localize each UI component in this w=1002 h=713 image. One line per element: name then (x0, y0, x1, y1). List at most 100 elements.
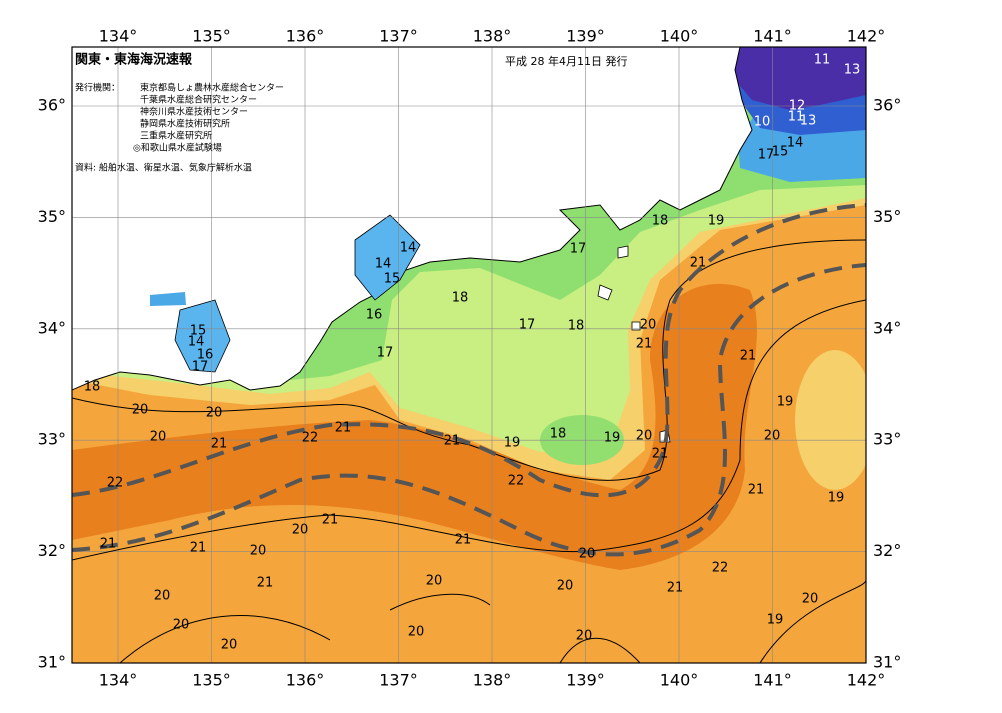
contour-label: 10 (754, 115, 771, 130)
lon-label-top: 134° (99, 27, 138, 46)
source: 資料: 船舶水温、衛星水温、気象庁解析水温 (75, 162, 252, 174)
contour-label: 17 (192, 360, 209, 375)
contour-label: 18 (84, 380, 101, 395)
islands (597, 245, 671, 443)
contour-label: 20 (221, 638, 238, 653)
lat-label-right: 35° (873, 207, 901, 226)
lon-label-top: 142° (847, 27, 886, 46)
issue-date: 平成 28 年4月11日 発行 (505, 54, 627, 68)
lat-label-right: 33° (873, 430, 901, 449)
lon-label-top: 138° (473, 27, 512, 46)
contour-label: 17 (519, 318, 536, 333)
osaka-bay (150, 292, 186, 306)
contour-label: 14 (375, 257, 392, 272)
contour-label: 15 (190, 324, 207, 339)
contour-label: 20 (132, 403, 149, 418)
contour-label: 13 (800, 114, 817, 129)
contour-label: 21 (322, 513, 339, 528)
contour-label: 20 (150, 430, 167, 445)
contour-label: 21 (100, 537, 117, 552)
contour-label: 13 (844, 63, 861, 78)
sea-mild-east (795, 350, 866, 490)
contour-label: 20 (292, 523, 309, 538)
lat-label-right: 31° (873, 653, 901, 672)
lon-label-bottom: 139° (566, 671, 605, 690)
lon-label-bottom: 134° (99, 671, 138, 690)
issuer: 東京都島しょ農林水産総合センター (140, 82, 284, 94)
contour-label: 17 (758, 148, 775, 163)
lon-label-bottom: 136° (286, 671, 325, 690)
contour-label: 11 (788, 110, 805, 125)
contour-label: 21 (748, 483, 765, 498)
contour-label: 18 (652, 214, 669, 229)
lon-label-bottom: 135° (192, 671, 231, 690)
lon-label-top: 136° (286, 27, 325, 46)
kuroshio-axis (72, 203, 866, 557)
contour-label: 19 (777, 395, 794, 410)
lon-label-top: 137° (379, 27, 418, 46)
contour-label: 21 (740, 349, 757, 364)
lat-label-left: 31° (38, 653, 66, 672)
land (72, 47, 753, 391)
kuroshio-north (72, 203, 866, 498)
contour-label: 17 (570, 242, 587, 257)
contour-label: 22 (107, 476, 124, 491)
frame (71, 46, 867, 664)
contour-label: 20 (802, 592, 819, 607)
lat-label-right: 34° (873, 318, 901, 337)
contour-label: 15 (384, 272, 401, 287)
isotherm (119, 579, 866, 663)
contour-label: 21 (190, 541, 207, 556)
issuer: 静岡県水産技術研究所 (140, 118, 230, 130)
contour-label: 19 (708, 214, 725, 229)
contour-label: 16 (197, 348, 214, 363)
contour-label: 20 (576, 629, 593, 644)
contour-label: 22 (508, 474, 525, 489)
kuroshio-south (72, 263, 866, 557)
contour-label: 14 (787, 136, 804, 151)
contour-label: 20 (173, 618, 190, 633)
lat-label-left: 35° (38, 207, 66, 226)
lon-label-bottom: 138° (473, 671, 512, 690)
contour-label: 20 (579, 547, 596, 562)
contour-label: 20 (154, 589, 171, 604)
contour-label: 22 (712, 561, 729, 576)
lon-label-top: 140° (660, 27, 699, 46)
contour-label: 11 (814, 53, 831, 68)
sea-coldest (735, 47, 866, 110)
contour-label: 22 (302, 431, 319, 446)
lat-label-left: 32° (38, 541, 66, 560)
contour-label: 20 (250, 544, 267, 559)
lat-label-left: 36° (38, 96, 66, 115)
issuer: 千葉県水産総合研究センター (140, 94, 257, 106)
contour-label: 16 (366, 308, 383, 323)
lon-label-bottom: 142° (847, 671, 886, 690)
contour-label: 19 (604, 431, 621, 446)
contour-label: 21 (455, 533, 472, 548)
contour-label: 18 (452, 291, 469, 306)
issuer: 神奈川県水産技術センター (140, 106, 248, 118)
contour-label: 20 (640, 318, 657, 333)
contour-label: 14 (400, 241, 417, 256)
contour-label: 21 (335, 421, 352, 436)
contour-label: 19 (504, 436, 521, 451)
lat-label-left: 33° (38, 430, 66, 449)
lat-label-right: 36° (873, 96, 901, 115)
contour-label: 18 (550, 427, 567, 442)
ise-bay (174, 299, 231, 373)
issuers-label: 発行機関： (75, 82, 120, 94)
lon-label-bottom: 137° (379, 671, 418, 690)
contour-label: 15 (772, 145, 789, 160)
lon-label-top: 135° (192, 27, 231, 46)
contour-label: 20 (408, 625, 425, 640)
axis-labels: 134° 134° 135° 135° 136° 136° 137° 137° 138° 138°… (38, 27, 902, 690)
mikawa-bay (354, 214, 421, 301)
issuer: ◎和歌山県水産試験場 (133, 142, 222, 154)
contour-label: 20 (557, 579, 574, 594)
contour-label: 19 (828, 491, 845, 506)
contour-label: 21 (444, 434, 461, 449)
lon-label-top: 139° (566, 27, 605, 46)
